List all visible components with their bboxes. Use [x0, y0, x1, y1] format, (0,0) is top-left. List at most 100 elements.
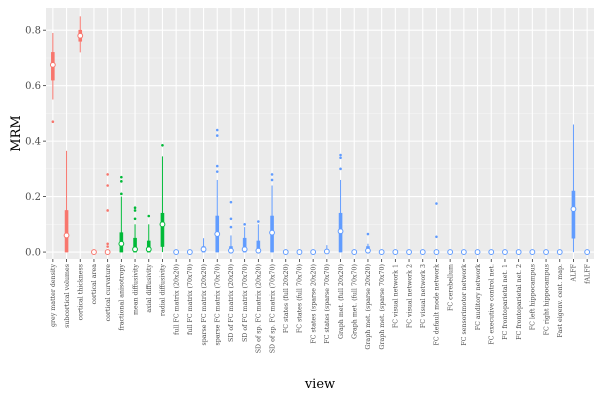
- outlier-point: [215, 170, 219, 173]
- outlier-point: [229, 217, 233, 221]
- outlier-point: [229, 225, 233, 229]
- y-tick-label: 0.4: [25, 137, 41, 148]
- x-tick-label: grey matter density: [50, 264, 57, 327]
- box-4: [91, 249, 97, 255]
- mean-marker: [310, 249, 317, 255]
- x-axis: grey matter density subcortical volumes co…: [50, 259, 591, 353]
- box-8: [145, 214, 152, 253]
- mean-marker: [63, 232, 70, 239]
- x-tick-label: FC states (sparse 20x20): [310, 264, 317, 344]
- box-25: [378, 249, 385, 255]
- y-tick-label: 0.2: [25, 192, 41, 203]
- outlier-point: [120, 180, 123, 183]
- x-tick-label: FC frontoparietal net. 1: [502, 264, 509, 340]
- mean-marker: [296, 249, 303, 255]
- x-axis-title: view: [304, 377, 335, 392]
- outlier-point: [435, 235, 438, 239]
- x-tick-label: FC cerebellum: [447, 264, 454, 311]
- outlier-point: [270, 178, 274, 182]
- x-tick-label: fALFF: [584, 263, 591, 283]
- box-18: [282, 249, 289, 255]
- box-12: [200, 238, 207, 253]
- box-32: [474, 249, 481, 255]
- x-tick-label: subcortical volumes: [64, 264, 71, 328]
- mean-marker: [570, 206, 577, 212]
- outlier-point: [51, 120, 55, 124]
- box-14: [228, 200, 234, 254]
- y-tick-label: 0.0: [25, 248, 41, 259]
- x-tick-label: SD of sp. FC matrix (70x70): [269, 264, 276, 353]
- outlier-point: [339, 167, 342, 171]
- box-13: [214, 128, 221, 253]
- x-tick-label: FC visual network 1: [393, 264, 400, 328]
- y-axis-title: MRM: [9, 115, 24, 151]
- mean-marker: [77, 32, 84, 39]
- x-tick-label: FC auditory network: [475, 264, 482, 330]
- mean-marker: [228, 247, 234, 254]
- x-tick-label: FC visual network 3: [420, 264, 427, 328]
- outlier-point: [120, 192, 123, 196]
- outlier-point: [106, 245, 109, 248]
- y-tick-label: 0.6: [25, 81, 41, 92]
- mean-marker: [323, 248, 330, 255]
- box-38: [556, 249, 563, 255]
- x-tick-label: sparse FC matrix (70x70): [214, 264, 221, 346]
- mean-marker: [433, 249, 440, 255]
- x-tick-label: axial diffusivity: [146, 264, 153, 313]
- mean-marker: [378, 249, 385, 255]
- x-tick-label: SD of sp. FC matrix (20x20): [256, 264, 263, 353]
- box-6: [118, 175, 125, 253]
- box-37: [543, 249, 549, 255]
- mean-marker: [118, 240, 125, 247]
- box-3: [77, 16, 84, 53]
- mean-marker: [255, 247, 262, 254]
- x-tick-label: radial diffusivity: [160, 264, 167, 316]
- mean-marker: [104, 249, 111, 255]
- x-tick-label: full FC matrix (70x70): [187, 264, 194, 335]
- box-17: [269, 173, 275, 253]
- x-tick-label: sparse FC matrix (20x20): [201, 264, 208, 346]
- x-tick-label: cortical area: [91, 264, 98, 305]
- box-26: [392, 249, 399, 255]
- box-40: [584, 249, 591, 255]
- outlier-point: [120, 175, 123, 179]
- mean-marker: [447, 249, 454, 255]
- box-30: [447, 249, 454, 255]
- box-body: [571, 190, 576, 239]
- box-1: [49, 32, 56, 124]
- outlier-point: [215, 164, 219, 168]
- outlier-point: [339, 156, 342, 160]
- box-5: [104, 173, 111, 255]
- mean-marker: [529, 249, 536, 255]
- x-tick-label: SD of FC matrix (70x70): [242, 264, 249, 342]
- y-axis: 0.0 0.2 0.4 0.6 0.8: [25, 26, 46, 259]
- x-tick-label: fractional anisotropy: [119, 264, 126, 331]
- box-21: [323, 245, 330, 255]
- outlier-point: [133, 206, 137, 209]
- box-33: [488, 249, 495, 255]
- x-tick-label: Graph met. (sparse 20x20): [365, 264, 372, 350]
- box-16: [255, 220, 262, 254]
- outlier-point: [106, 173, 109, 176]
- x-tick-label: FC states (full 20x20): [283, 264, 290, 333]
- mean-marker: [282, 249, 289, 255]
- y-tick-label: 0.8: [25, 26, 41, 37]
- outlier-point: [133, 217, 137, 221]
- x-tick-label: FC executive control net.: [488, 264, 495, 345]
- box-27: [406, 249, 412, 255]
- mean-marker: [488, 249, 495, 255]
- box-9: [159, 143, 166, 253]
- box-28: [419, 249, 426, 255]
- x-tick-label: FC left hippocampus: [530, 264, 537, 330]
- box-35: [515, 249, 522, 255]
- x-tick-label: FC states (full 70x70): [297, 264, 304, 333]
- outlier-point: [215, 128, 219, 132]
- box-31: [460, 249, 467, 255]
- data-marks: [49, 16, 591, 255]
- mean-marker: [584, 249, 591, 255]
- mean-marker: [543, 249, 549, 255]
- x-tick-label: Graph met. (full 20x20): [338, 264, 345, 339]
- box-2: [63, 150, 70, 253]
- mean-marker: [241, 246, 248, 253]
